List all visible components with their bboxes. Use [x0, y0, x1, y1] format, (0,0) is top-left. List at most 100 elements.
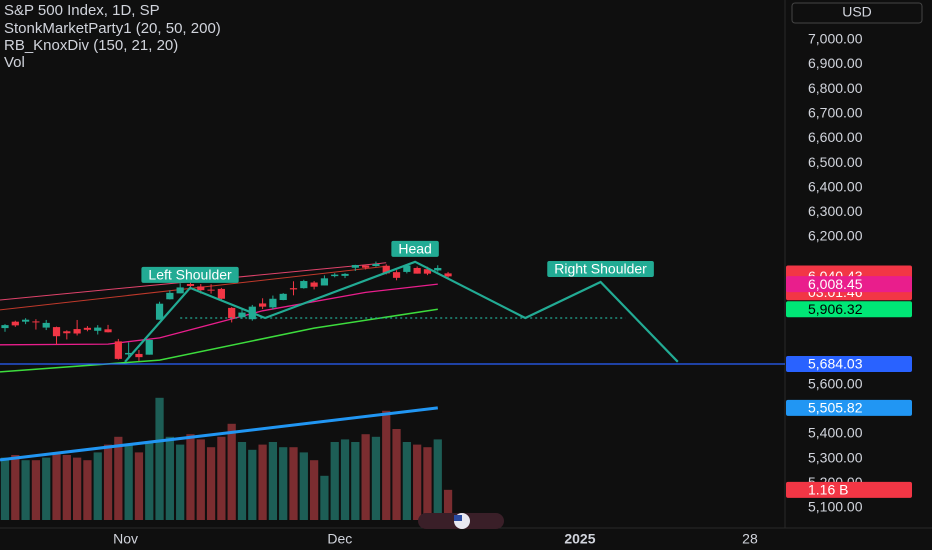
- candle-body: [83, 327, 92, 330]
- x-tick-label: 2025: [564, 531, 595, 547]
- volume-bar: [402, 442, 411, 520]
- volume-bar: [145, 442, 154, 520]
- candle-body: [125, 352, 133, 355]
- y-tick-label: 5,400.00: [808, 425, 863, 441]
- candle-body: [186, 283, 195, 286]
- volume-bar: [227, 423, 236, 520]
- price-badge-label: 6,008.45: [808, 276, 863, 292]
- candle-body: [300, 281, 308, 289]
- volume-bar: [165, 436, 174, 520]
- volume-bar: [382, 410, 391, 520]
- volume-badge: [786, 481, 912, 498]
- y-tick-label: 6,800.00: [808, 80, 863, 96]
- candle-body: [21, 319, 30, 322]
- candle-body: [331, 274, 339, 277]
- candle-body: [32, 321, 40, 323]
- candle-body: [217, 288, 225, 299]
- price-badge-label: 5,906.32: [808, 301, 863, 317]
- volume-bar: [186, 434, 195, 520]
- candle-body: [1, 325, 9, 329]
- candle-body: [104, 329, 112, 333]
- volume-bar: [206, 447, 216, 520]
- volume-bar: [413, 444, 422, 520]
- indicator-name: RB_KnoxDiv (150, 21, 20): [4, 37, 178, 54]
- price-badge: [786, 301, 912, 318]
- volume-bar: [320, 475, 329, 520]
- pattern-label: Head: [398, 241, 431, 257]
- candle-body: [228, 307, 236, 319]
- candle-body: [372, 264, 380, 267]
- volume-bar: [330, 442, 339, 520]
- candle-body: [145, 339, 153, 355]
- volume-bar: [93, 452, 102, 520]
- x-tick-label: Nov: [113, 531, 138, 547]
- price-badge: [786, 356, 912, 373]
- volume-bar: [340, 439, 350, 520]
- volume-bar: [299, 452, 308, 520]
- volume-bar: [134, 452, 144, 520]
- candle-body: [289, 288, 298, 290]
- candle-body: [434, 267, 442, 271]
- indicator-line: [0, 308, 438, 373]
- flag-icon[interactable]: [418, 513, 504, 529]
- candle-body: [310, 282, 318, 287]
- candle-body: [403, 265, 411, 272]
- volume-bar: [392, 429, 401, 520]
- candle-body: [269, 298, 277, 308]
- volume-bar: [433, 439, 442, 520]
- indicator-line: [0, 406, 438, 462]
- volume-bar: [103, 444, 113, 520]
- indicator-name: Vol: [4, 54, 25, 71]
- price-badge: [786, 399, 912, 416]
- volume-bar: [309, 460, 319, 520]
- price-badge-label: 5,505.82: [808, 400, 863, 416]
- volume-bar: [217, 436, 226, 520]
- volume-bar: [423, 447, 432, 520]
- candle-body: [73, 329, 81, 334]
- candle-body: [155, 303, 164, 320]
- volume-bar: [62, 455, 71, 520]
- candle-body: [114, 341, 122, 359]
- y-tick-label: 6,900.00: [808, 55, 863, 71]
- chart-title: S&P 500 Index, 1D, SP: [4, 2, 160, 19]
- volume-bar: [52, 452, 61, 520]
- candle-body: [351, 265, 359, 268]
- pattern-label: Right Shoulder: [554, 261, 647, 277]
- volume-bar: [11, 455, 20, 520]
- volume-bar: [176, 444, 185, 520]
- candle-body: [197, 286, 205, 291]
- volume-bar: [289, 447, 298, 520]
- volume-bar: [73, 457, 82, 520]
- price-badge: [786, 276, 912, 293]
- volume-bar: [371, 436, 381, 520]
- candle-body: [341, 273, 349, 276]
- volume-bar: [0, 457, 10, 520]
- y-tick-label: 6,600.00: [808, 129, 863, 145]
- x-tick-label: 28: [742, 531, 758, 547]
- currency[interactable]: USD: [842, 4, 872, 20]
- y-tick-label: 6,700.00: [808, 104, 863, 120]
- candle-body: [207, 289, 215, 291]
- candle-body: [176, 287, 184, 294]
- volume-bar: [361, 434, 370, 520]
- volume-badge-label: 1.16 B: [808, 482, 848, 498]
- y-tick-label: 6,300.00: [808, 203, 863, 219]
- candle-body: [166, 292, 174, 300]
- volume-bar: [258, 444, 267, 520]
- candle-body: [382, 265, 390, 274]
- volume-bar: [351, 442, 360, 520]
- candle-body: [413, 267, 421, 274]
- pattern-label-box: [141, 266, 239, 283]
- candle-body: [42, 322, 50, 328]
- volume-bar: [21, 460, 30, 520]
- indicator-name: StonkMarketParty1 (20, 50, 200): [4, 20, 221, 37]
- currency-button[interactable]: [791, 2, 923, 24]
- indicator-line: [0, 283, 438, 346]
- volume-bar: [124, 444, 133, 520]
- y-tick-label: 7,000.00: [808, 31, 863, 47]
- candle-body: [362, 265, 370, 268]
- candle-body: [392, 272, 401, 278]
- pattern-label-box: [547, 261, 654, 278]
